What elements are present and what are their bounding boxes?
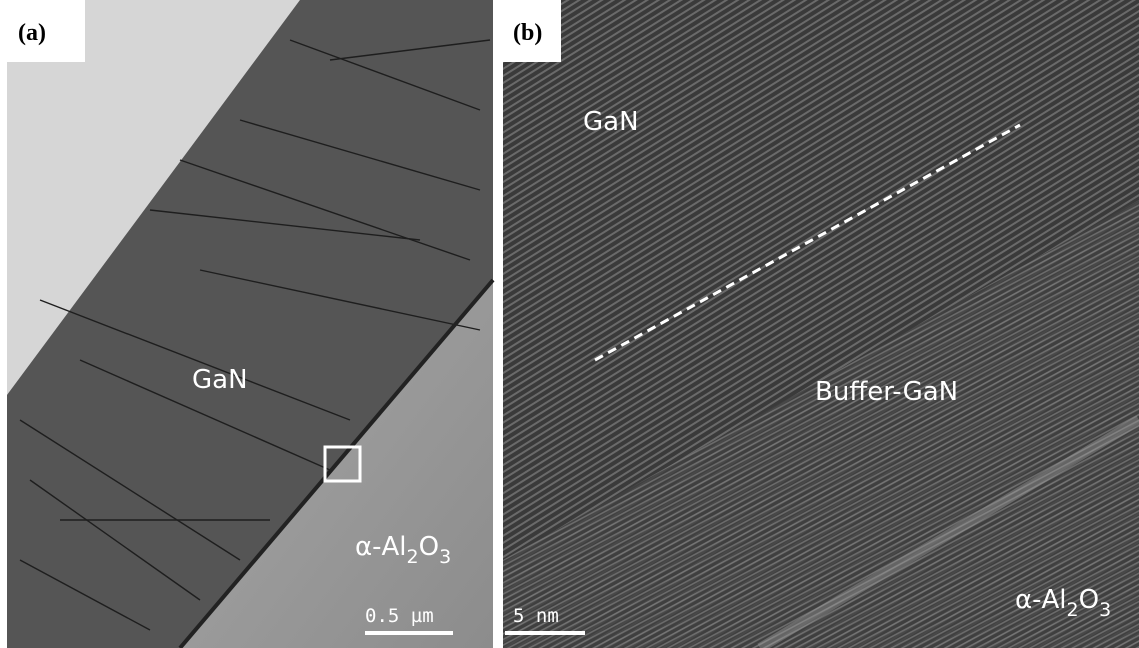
scale-bar-label: 0.5 µm bbox=[365, 605, 434, 627]
region-label: GaN bbox=[583, 107, 639, 137]
panel-a: (a) GaN α-Al2O3 0.5 µm bbox=[7, 0, 493, 648]
formula-sub: 2 bbox=[407, 546, 419, 568]
scale-bar bbox=[365, 631, 453, 635]
formula-sub: 3 bbox=[1099, 599, 1111, 621]
panel-label: (a) bbox=[18, 20, 46, 46]
formula-part: O bbox=[1079, 585, 1099, 615]
panel-label: (b) bbox=[513, 20, 542, 46]
formula-part: α-Al bbox=[1015, 585, 1067, 615]
formula-sub: 2 bbox=[1067, 599, 1079, 621]
formula-sub: 3 bbox=[439, 546, 451, 568]
formula-part: O bbox=[419, 532, 439, 562]
figure: (a) GaN α-Al2O3 0.5 µm (b) GaN Buffer-Ga… bbox=[0, 0, 1139, 648]
region-label: Buffer-GaN bbox=[815, 377, 958, 407]
formula-part: α-Al bbox=[355, 532, 407, 562]
region-label: GaN bbox=[192, 365, 248, 395]
panel-b: (b) GaN Buffer-GaN α-Al2O3 5 nm bbox=[503, 0, 1139, 648]
scale-bar bbox=[505, 631, 585, 635]
scale-bar-label: 5 nm bbox=[513, 605, 559, 627]
